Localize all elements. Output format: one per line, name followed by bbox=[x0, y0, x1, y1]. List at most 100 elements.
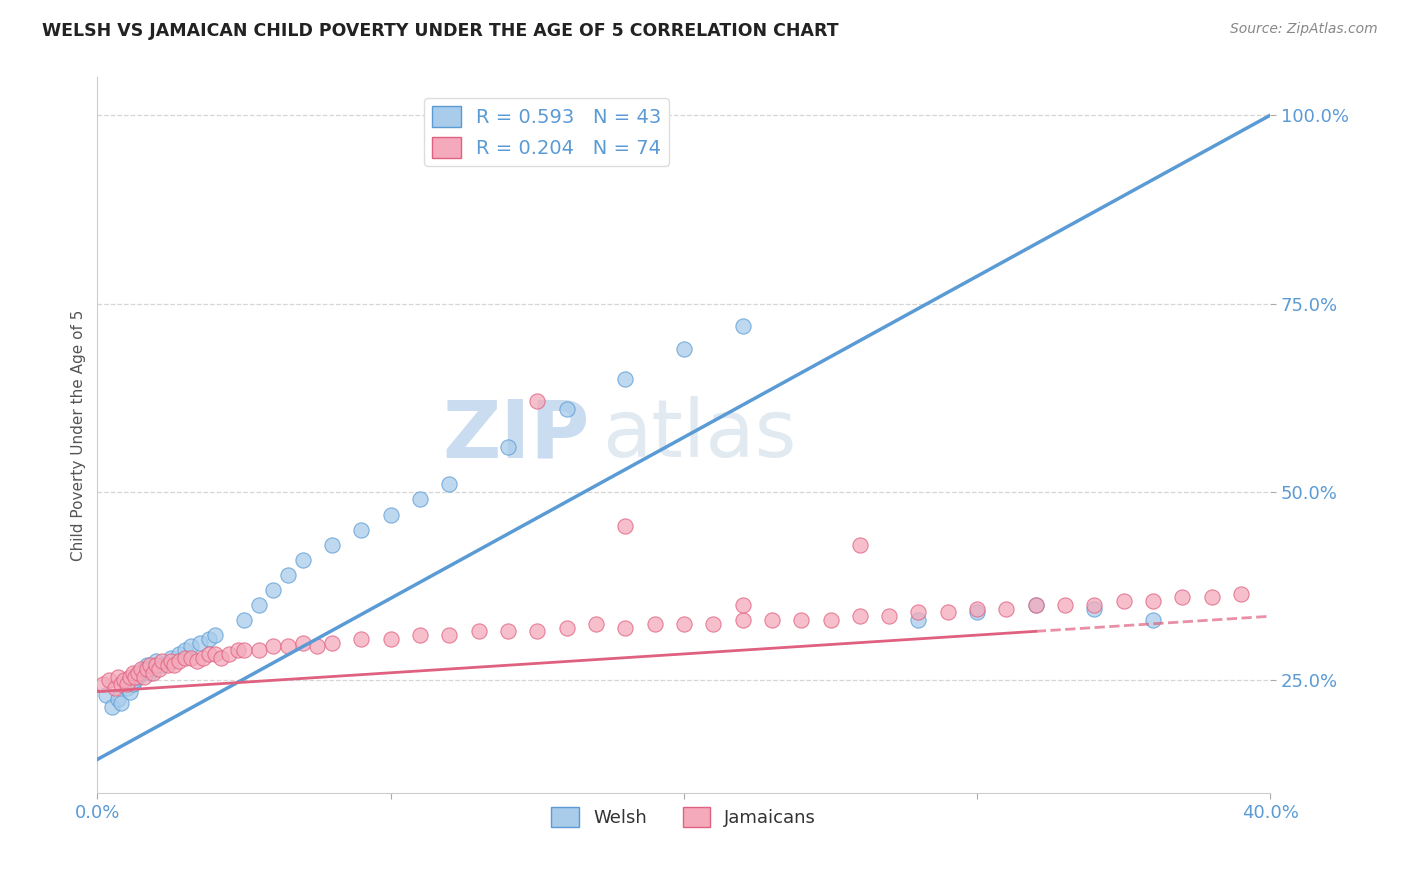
Point bbox=[907, 606, 929, 620]
Point bbox=[702, 616, 724, 631]
Point bbox=[614, 372, 637, 386]
Point bbox=[124, 669, 146, 683]
Point bbox=[614, 518, 637, 533]
Point bbox=[101, 699, 124, 714]
Point bbox=[142, 662, 165, 676]
Point bbox=[139, 658, 162, 673]
Point bbox=[159, 650, 181, 665]
Point bbox=[218, 647, 240, 661]
Point bbox=[1083, 601, 1105, 615]
Point bbox=[150, 658, 173, 673]
Point bbox=[191, 650, 214, 665]
Point bbox=[180, 650, 202, 665]
Point bbox=[291, 553, 314, 567]
Point bbox=[761, 613, 783, 627]
Point bbox=[136, 658, 159, 673]
Point bbox=[1201, 591, 1223, 605]
Point bbox=[131, 662, 153, 676]
Point bbox=[107, 669, 129, 683]
Point bbox=[849, 609, 872, 624]
Point bbox=[409, 492, 432, 507]
Point bbox=[180, 640, 202, 654]
Point bbox=[145, 658, 167, 673]
Point bbox=[966, 606, 988, 620]
Point bbox=[409, 628, 432, 642]
Point bbox=[966, 601, 988, 615]
Point bbox=[136, 662, 159, 676]
Point bbox=[148, 662, 170, 676]
Point bbox=[209, 650, 232, 665]
Point bbox=[995, 601, 1018, 615]
Point bbox=[98, 673, 121, 688]
Point bbox=[226, 643, 249, 657]
Point bbox=[731, 319, 754, 334]
Point bbox=[169, 655, 191, 669]
Point bbox=[439, 477, 461, 491]
Point bbox=[188, 635, 211, 649]
Point bbox=[555, 621, 578, 635]
Point bbox=[198, 647, 221, 661]
Point bbox=[104, 681, 127, 695]
Point bbox=[307, 640, 329, 654]
Point bbox=[1171, 591, 1194, 605]
Point bbox=[233, 613, 256, 627]
Point bbox=[204, 647, 226, 661]
Text: WELSH VS JAMAICAN CHILD POVERTY UNDER THE AGE OF 5 CORRELATION CHART: WELSH VS JAMAICAN CHILD POVERTY UNDER TH… bbox=[42, 22, 839, 40]
Text: Source: ZipAtlas.com: Source: ZipAtlas.com bbox=[1230, 22, 1378, 37]
Point bbox=[262, 582, 284, 597]
Point bbox=[849, 538, 872, 552]
Point bbox=[672, 616, 695, 631]
Point bbox=[134, 662, 156, 676]
Point bbox=[107, 692, 129, 706]
Point bbox=[159, 655, 181, 669]
Point bbox=[115, 677, 138, 691]
Point bbox=[145, 655, 167, 669]
Point bbox=[91, 677, 114, 691]
Point bbox=[1083, 598, 1105, 612]
Point bbox=[496, 624, 519, 639]
Point bbox=[174, 643, 197, 657]
Point bbox=[233, 643, 256, 657]
Point bbox=[790, 613, 813, 627]
Legend: Welsh, Jamaicans: Welsh, Jamaicans bbox=[544, 800, 824, 834]
Text: atlas: atlas bbox=[602, 396, 796, 475]
Point bbox=[121, 677, 143, 691]
Point bbox=[115, 681, 138, 695]
Point bbox=[350, 523, 373, 537]
Point bbox=[644, 616, 666, 631]
Point bbox=[127, 669, 149, 683]
Text: ZIP: ZIP bbox=[443, 396, 591, 475]
Point bbox=[380, 508, 402, 522]
Point bbox=[526, 624, 548, 639]
Point bbox=[350, 632, 373, 646]
Point bbox=[247, 598, 270, 612]
Point bbox=[94, 689, 117, 703]
Point bbox=[162, 658, 184, 673]
Point bbox=[380, 632, 402, 646]
Point bbox=[174, 650, 197, 665]
Point bbox=[169, 647, 191, 661]
Point bbox=[731, 613, 754, 627]
Point bbox=[277, 567, 299, 582]
Point bbox=[321, 635, 343, 649]
Point bbox=[1054, 598, 1077, 612]
Point bbox=[1112, 594, 1135, 608]
Point bbox=[118, 669, 141, 683]
Point bbox=[877, 609, 900, 624]
Point bbox=[198, 632, 221, 646]
Point bbox=[1025, 598, 1047, 612]
Point bbox=[139, 665, 162, 680]
Point bbox=[1230, 587, 1253, 601]
Point bbox=[439, 628, 461, 642]
Point bbox=[112, 673, 135, 688]
Point bbox=[672, 342, 695, 356]
Point bbox=[820, 613, 842, 627]
Point bbox=[467, 624, 489, 639]
Point bbox=[142, 665, 165, 680]
Point bbox=[321, 538, 343, 552]
Point bbox=[150, 655, 173, 669]
Point bbox=[907, 613, 929, 627]
Point bbox=[247, 643, 270, 657]
Point bbox=[110, 677, 132, 691]
Point bbox=[526, 394, 548, 409]
